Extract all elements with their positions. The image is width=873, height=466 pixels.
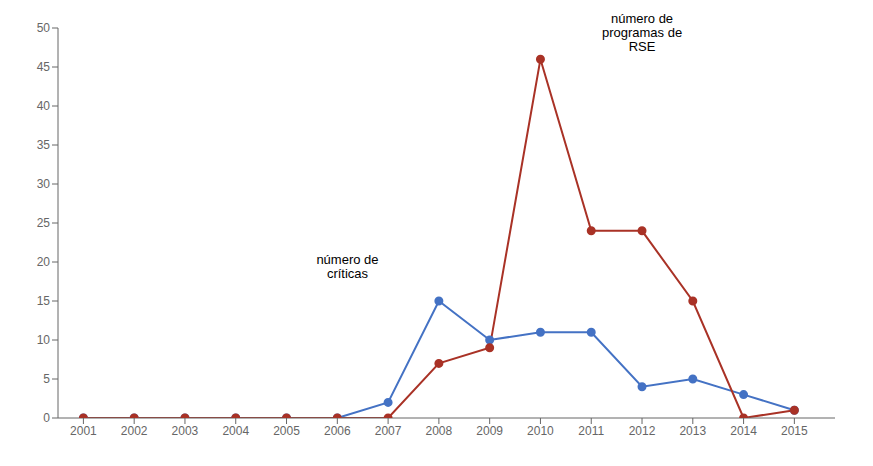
svg-text:2012: 2012: [629, 424, 656, 438]
svg-text:0: 0: [43, 411, 50, 425]
svg-text:50: 50: [37, 21, 51, 35]
svg-text:15: 15: [37, 294, 51, 308]
svg-text:2004: 2004: [222, 424, 249, 438]
svg-text:2002: 2002: [121, 424, 148, 438]
svg-text:2015: 2015: [781, 424, 808, 438]
svg-text:30: 30: [37, 177, 51, 191]
svg-text:20: 20: [37, 255, 51, 269]
svg-text:número deprogramas deRSE: número deprogramas deRSE: [602, 11, 682, 54]
svg-text:2013: 2013: [679, 424, 706, 438]
svg-text:2009: 2009: [476, 424, 503, 438]
svg-text:45: 45: [37, 60, 51, 74]
svg-text:2005: 2005: [273, 424, 300, 438]
svg-text:2001: 2001: [70, 424, 97, 438]
svg-text:25: 25: [37, 216, 51, 230]
svg-text:2007: 2007: [375, 424, 402, 438]
svg-text:35: 35: [37, 138, 51, 152]
svg-text:2014: 2014: [730, 424, 757, 438]
svg-text:2010: 2010: [527, 424, 554, 438]
svg-text:2003: 2003: [172, 424, 199, 438]
svg-text:40: 40: [37, 99, 51, 113]
svg-text:2008: 2008: [426, 424, 453, 438]
svg-text:2011: 2011: [578, 424, 604, 438]
svg-text:10: 10: [37, 333, 51, 347]
svg-text:5: 5: [43, 372, 50, 386]
svg-text:2006: 2006: [324, 424, 351, 438]
svg-text:número decríticas: número decríticas: [316, 252, 378, 281]
